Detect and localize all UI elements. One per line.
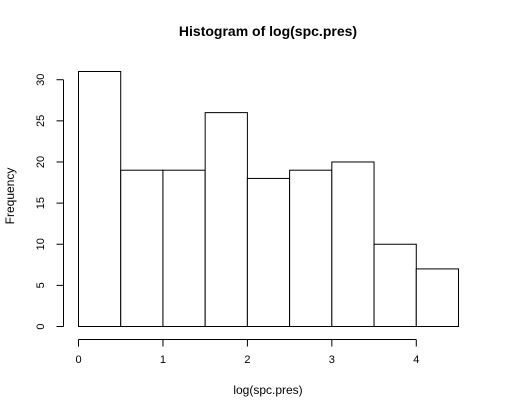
- chart-title: Histogram of log(spc.pres): [179, 23, 357, 39]
- y-tick-label: 20: [35, 156, 47, 168]
- histogram-bar: [120, 169, 164, 327]
- bars-group: [78, 71, 459, 328]
- histogram-bar: [162, 169, 206, 327]
- x-tick-label: 4: [413, 354, 419, 366]
- histogram-bar: [78, 71, 122, 327]
- y-tick-label: 0: [35, 323, 47, 329]
- x-axis-label: log(spc.pres): [233, 383, 302, 397]
- histogram-bar: [373, 243, 417, 327]
- histogram-bar: [289, 169, 333, 327]
- y-axis-label: Frequency: [3, 168, 17, 225]
- histogram-bar: [415, 268, 459, 327]
- y-tick-label: 15: [35, 197, 47, 209]
- x-axis: 0 1 2 3 4: [75, 339, 419, 366]
- y-tick-label: 30: [35, 74, 47, 86]
- x-tick-label: 2: [244, 354, 250, 366]
- histogram-bar: [246, 177, 291, 327]
- x-tick-label: 1: [160, 354, 166, 366]
- y-tick-label: 5: [35, 282, 47, 288]
- x-tick-label: 0: [75, 354, 81, 366]
- x-tick-label: 3: [329, 354, 335, 366]
- y-axis: 0 5 10 15 20 25 30: [35, 74, 64, 330]
- histogram-bar: [204, 112, 248, 328]
- histogram-bar: [331, 161, 375, 327]
- y-tick-label: 25: [35, 115, 47, 127]
- y-tick-label: 10: [35, 238, 47, 250]
